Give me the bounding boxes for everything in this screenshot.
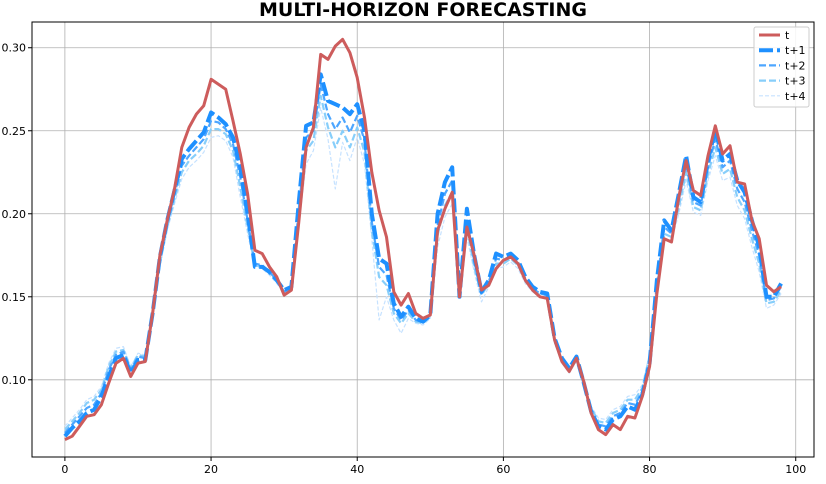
- x-tick-label: 0: [61, 463, 68, 476]
- y-tick-label: 0.25: [2, 125, 27, 138]
- x-tick-label: 60: [496, 463, 510, 476]
- y-tick-label: 0.10: [2, 374, 27, 387]
- legend-label: t+1: [785, 44, 806, 57]
- x-tick-label: 100: [785, 463, 806, 476]
- x-tick-label: 80: [643, 463, 657, 476]
- series-layer: [63, 37, 783, 441]
- chart-title: MULTI-HORIZON FORECASTING: [259, 0, 587, 21]
- y-tick-label: 0.20: [2, 208, 27, 221]
- y-tick-label: 0.15: [2, 291, 27, 304]
- series-line-tplus1: [63, 72, 783, 438]
- legend-label: t: [785, 29, 790, 42]
- plot-frame: [31, 21, 815, 458]
- series-line-t: [64, 37, 782, 441]
- legend-box: [753, 26, 810, 108]
- legend-label: t+4: [785, 90, 806, 103]
- legend-label: t+2: [785, 59, 806, 72]
- legend: t t+1 t+2 t+3 t+4: [753, 26, 810, 108]
- x-tick-label: 40: [350, 463, 364, 476]
- series-line-tplus2: [64, 83, 783, 434]
- y-tick-label: 0.30: [2, 42, 27, 55]
- axis-ticks: 0 20 40 60 80 100 0.10 0.15 0.20 0.25 0.30: [2, 42, 807, 476]
- x-tick-label: 20: [204, 463, 218, 476]
- legend-label: t+3: [785, 75, 806, 88]
